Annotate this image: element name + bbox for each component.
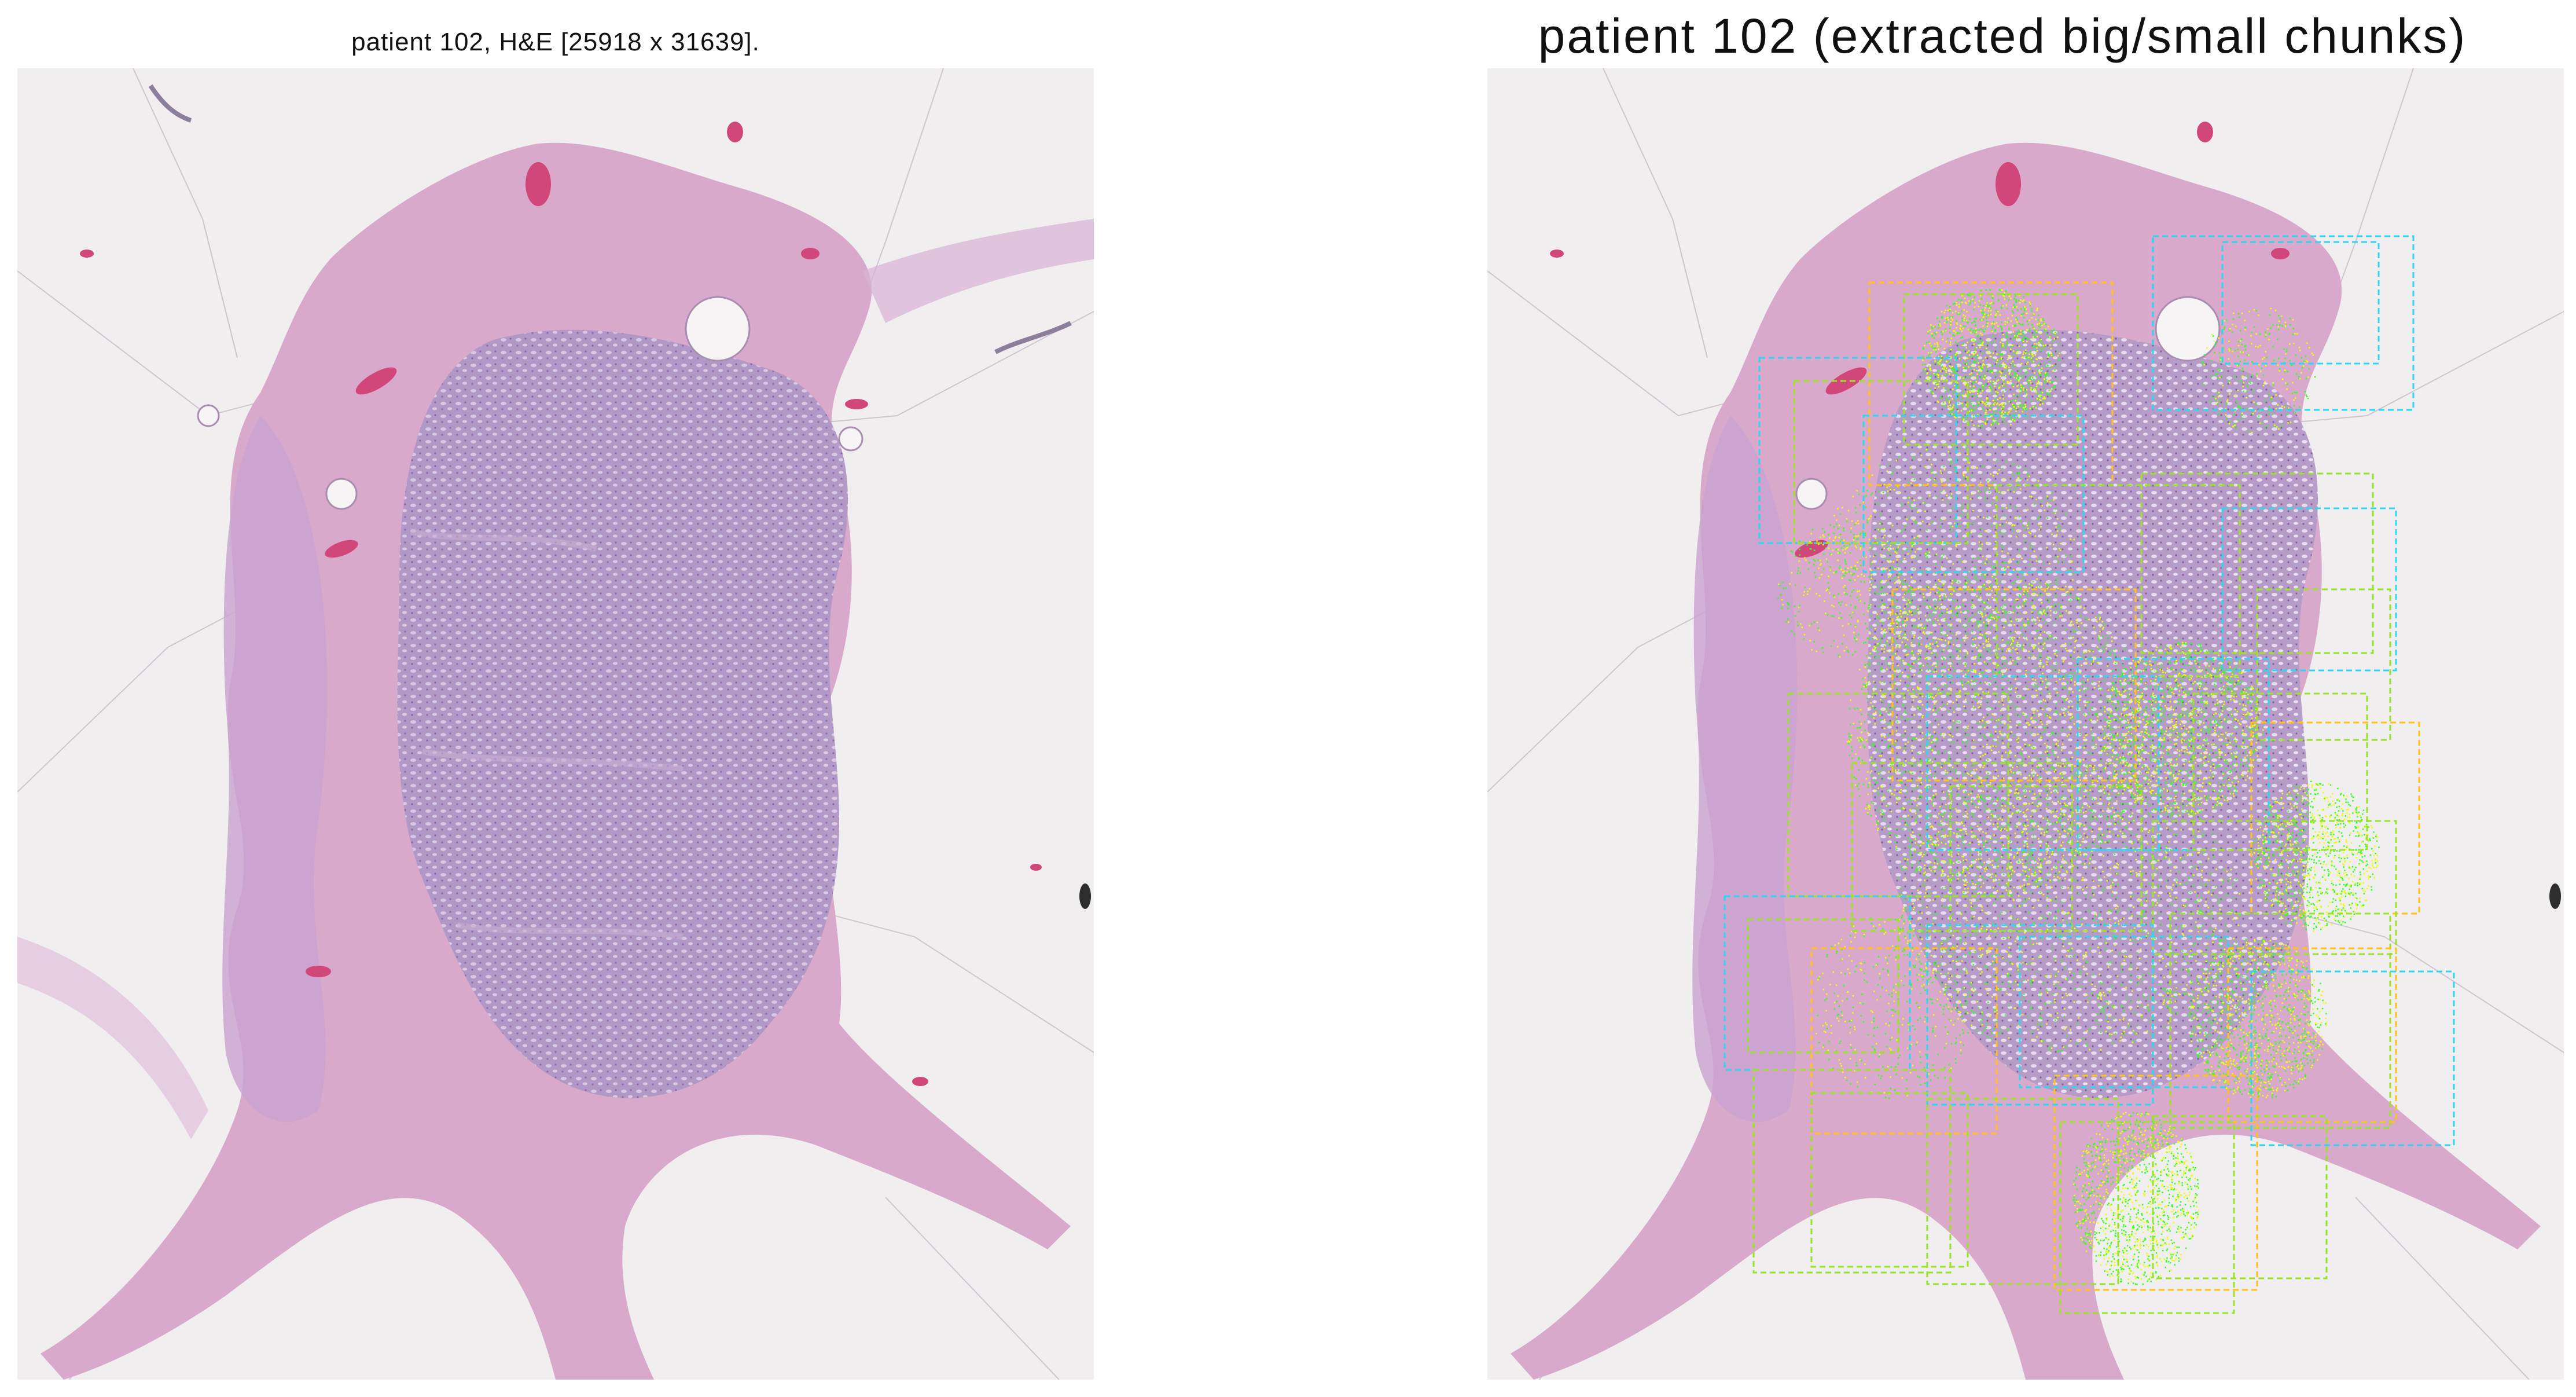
chunk-box: [1891, 588, 2137, 782]
chunk-box: [1752, 1069, 1952, 1274]
chunk-box: [2152, 1115, 2328, 1279]
chunk-box: [1758, 357, 1957, 544]
chunk-box: [2169, 912, 2391, 1129]
fat-vacuoles: [197, 296, 863, 510]
chunk-box: [2221, 507, 2397, 672]
chunk-box: [2059, 1121, 2235, 1314]
left-panel-title: patient 102, H&E [25918 x 31639].: [351, 28, 760, 56]
chunk-box: [2192, 692, 2368, 851]
chunk-box: [1862, 415, 2085, 573]
slide-debris: [1079, 883, 1091, 909]
chunk-box: [1724, 895, 1911, 1071]
right-panel-title: patient 102 (extracted big/small chunks): [1538, 9, 2467, 63]
chunk-box: [2152, 235, 2415, 411]
chunk-box: [2250, 970, 2455, 1146]
chunk-overlay-image: [1487, 68, 2564, 1380]
chunk-box: [1747, 918, 1899, 1054]
chunk-box: [2019, 936, 2229, 1088]
chunk-box: [1868, 281, 2114, 486]
he-slide-image: [17, 68, 1094, 1380]
chunk-box: [1810, 947, 1998, 1135]
chunk-box: [1926, 1098, 2119, 1285]
chunk-boxes: [1724, 235, 2455, 1314]
chunk-box: [2250, 721, 2420, 915]
overlay-fat-vacuoles: [1795, 296, 2221, 510]
chunk-box: [2077, 658, 2270, 851]
chunk-box: [1787, 692, 2009, 897]
overlay-stroma-tissue: [1511, 142, 2541, 1380]
chunk-overlay-drawing: [1487, 68, 2564, 1380]
he-slide-drawing: [17, 68, 1094, 1380]
background-vessels: [148, 84, 1072, 354]
chunk-box: [2053, 1075, 2258, 1291]
chunk-box: [1810, 1092, 1969, 1268]
chunk-box: [1903, 293, 2079, 446]
chunk-box: [2227, 947, 2397, 1123]
chunk-box: [1926, 924, 2154, 1106]
blood-vessels: [80, 122, 1042, 1086]
chunk-box: [1793, 380, 1969, 544]
chunk-box: [1949, 785, 2143, 932]
chunk-box: [2152, 820, 2397, 955]
tumor-gland-region: [397, 329, 848, 1098]
chunk-box: [2140, 472, 2374, 654]
chunk-box: [2221, 241, 2380, 365]
chunk-box: [2256, 588, 2391, 741]
overlay-debris: [2549, 883, 2561, 909]
